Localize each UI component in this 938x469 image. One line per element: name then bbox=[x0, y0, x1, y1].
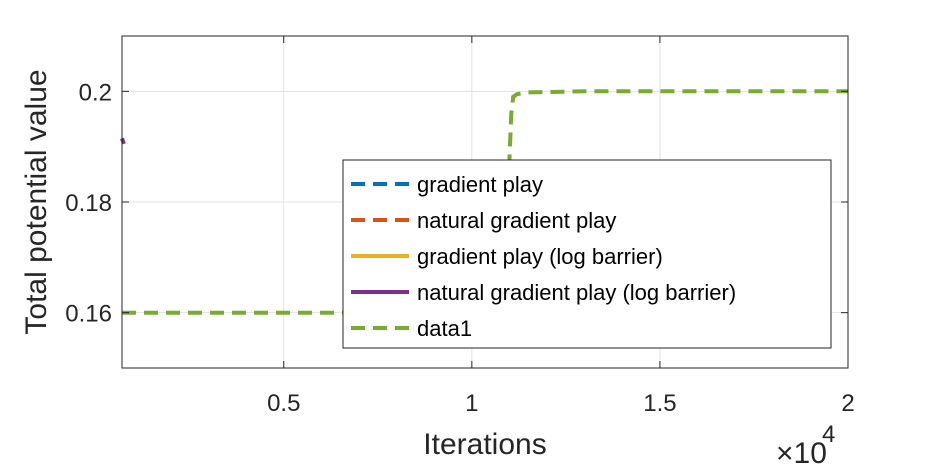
tick-labels: 0.5 1 1.5 2 0.16 0.18 0.2 bbox=[65, 79, 854, 417]
legend-entry: gradient play (log barrier) bbox=[417, 244, 663, 269]
legend-entry: natural gradient play bbox=[417, 208, 616, 233]
x-tick-label: 0.5 bbox=[267, 390, 300, 417]
legend-box bbox=[342, 159, 832, 349]
x-exponent-base: ×10 bbox=[776, 437, 827, 469]
y-axis-label: Total potential value bbox=[20, 69, 53, 334]
x-axis-exponent: ×10 4 bbox=[776, 421, 835, 469]
x-tick-label: 1 bbox=[465, 390, 478, 417]
x-exponent-power: 4 bbox=[822, 421, 835, 448]
x-axis-label: Iterations bbox=[423, 428, 546, 461]
y-tick-label: 0.18 bbox=[65, 190, 112, 217]
tick-marks bbox=[122, 36, 849, 368]
legend-entry: natural gradient play (log barrier) bbox=[417, 280, 736, 305]
legend-entry: gradient play bbox=[417, 172, 543, 197]
x-tick-label: 1.5 bbox=[643, 390, 676, 417]
legend-entry: data1 bbox=[417, 316, 472, 341]
legend: gradient play natural gradient play gradie… bbox=[342, 159, 832, 349]
y-tick-label: 0.2 bbox=[79, 79, 112, 106]
y-tick-label: 0.16 bbox=[65, 301, 112, 328]
x-tick-label: 2 bbox=[841, 390, 854, 417]
